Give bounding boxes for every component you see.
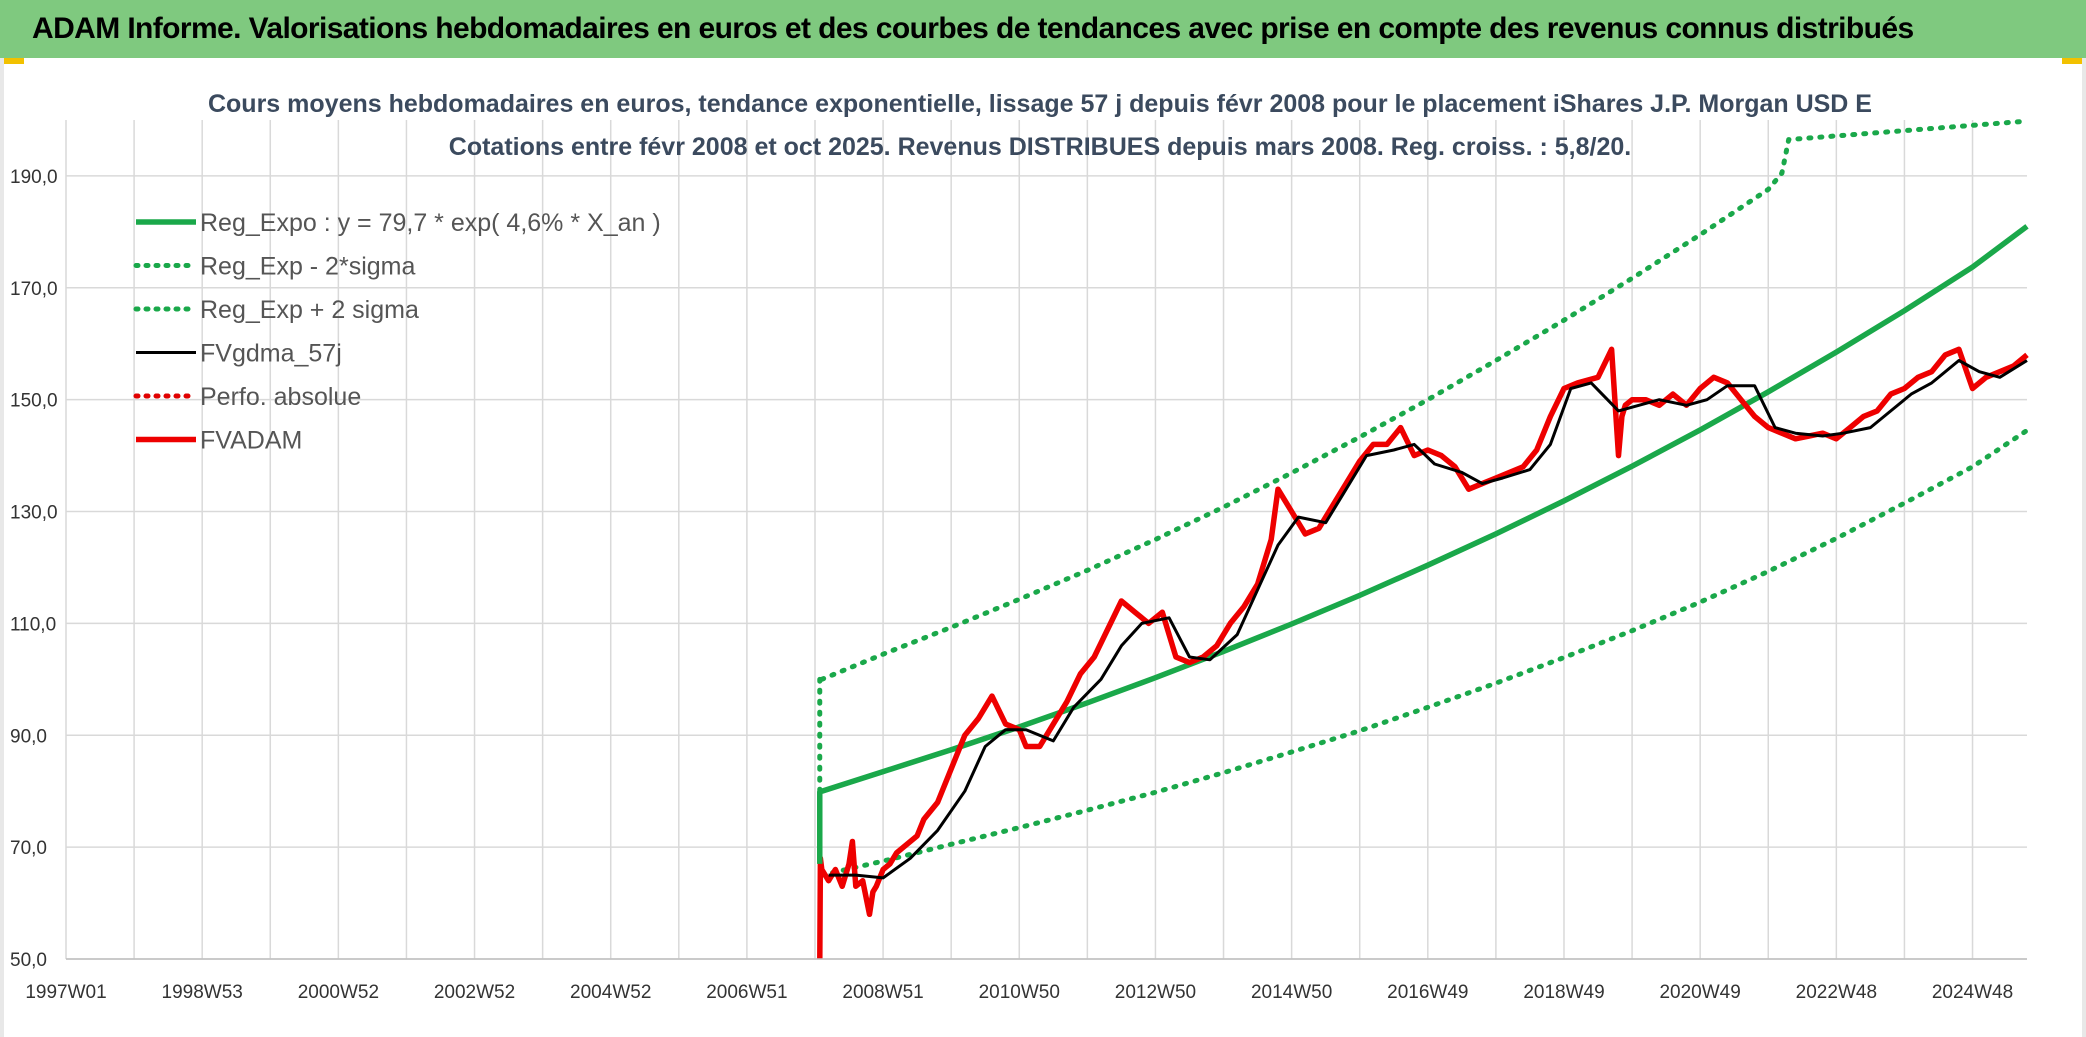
chart-frame (0, 58, 2086, 1037)
chart-title: Cours moyens hebdomadaires en euros, ten… (208, 90, 1872, 118)
x-tick-label: 2018W49 (1523, 982, 1604, 1003)
legend: Reg_Expo : y = 79,7 * exp( 4,6% * X_an )… (133, 209, 661, 455)
x-tick-label: 2020W49 (1659, 982, 1740, 1003)
x-tick-label: 1997W01 (25, 982, 106, 1003)
legend-label: Perfo. absolue (200, 383, 361, 411)
x-tick-label: 2010W50 (979, 982, 1060, 1003)
series-line-2 (819, 118, 2030, 682)
x-tick-label: 2004W52 (570, 982, 651, 1003)
y-tick-label: 70,0 (10, 838, 47, 859)
x-tick-label: 2000W52 (298, 982, 379, 1003)
y-tick-label: 50,0 (10, 950, 47, 971)
x-tick-label: 2016W49 (1387, 982, 1468, 1003)
x-tick-label: 2008W51 (842, 982, 923, 1003)
x-tick-label: 2014W50 (1251, 982, 1332, 1003)
y-tick-label: 190,0 (10, 167, 58, 188)
legend-label: Reg_Exp + 2 sigma (200, 296, 419, 324)
legend-label: Reg_Expo : y = 79,7 * exp( 4,6% * X_an ) (200, 209, 661, 237)
banner-title: ADAM Informe. Valorisations hebdomadaire… (32, 12, 1914, 45)
x-tick-label: 2012W50 (1115, 982, 1196, 1003)
legend-label: Reg_Exp - 2*sigma (200, 253, 415, 281)
axes: 190,0 170,0 150,0 130,0 110,0 90,0 70,0 50,0 199… (10, 167, 2027, 1003)
x-tick-label: 1998W53 (162, 982, 243, 1003)
x-tick-label: 2022W48 (1796, 982, 1877, 1003)
y-tick-label: 150,0 (10, 391, 58, 412)
x-tick-label: 2006W51 (706, 982, 787, 1003)
legend-label: FVADAM (200, 427, 302, 455)
x-tick-label: 2002W52 (434, 982, 515, 1003)
legend-label: FVgdma_57j (200, 340, 342, 368)
x-tick-label: 2024W48 (1932, 982, 2013, 1003)
corner-mark-right (2062, 58, 2082, 64)
y-tick-label: 110,0 (10, 614, 56, 635)
y-tick-label: 170,0 (10, 279, 58, 300)
report-banner: ADAM Informe. Valorisations hebdomadaire… (0, 0, 2086, 58)
series-line-1 (819, 427, 2030, 878)
series-layer (817, 118, 2030, 960)
corner-mark-left (4, 58, 24, 64)
y-tick-label: 90,0 (10, 726, 47, 747)
y-tick-label: 130,0 (10, 503, 58, 524)
chart-subtitle: Cotations entre févr 2008 et oct 2025. R… (449, 133, 1631, 161)
series-line-5 (817, 346, 2029, 960)
series-line-3 (828, 359, 2028, 880)
gridlines (65, 120, 2027, 960)
